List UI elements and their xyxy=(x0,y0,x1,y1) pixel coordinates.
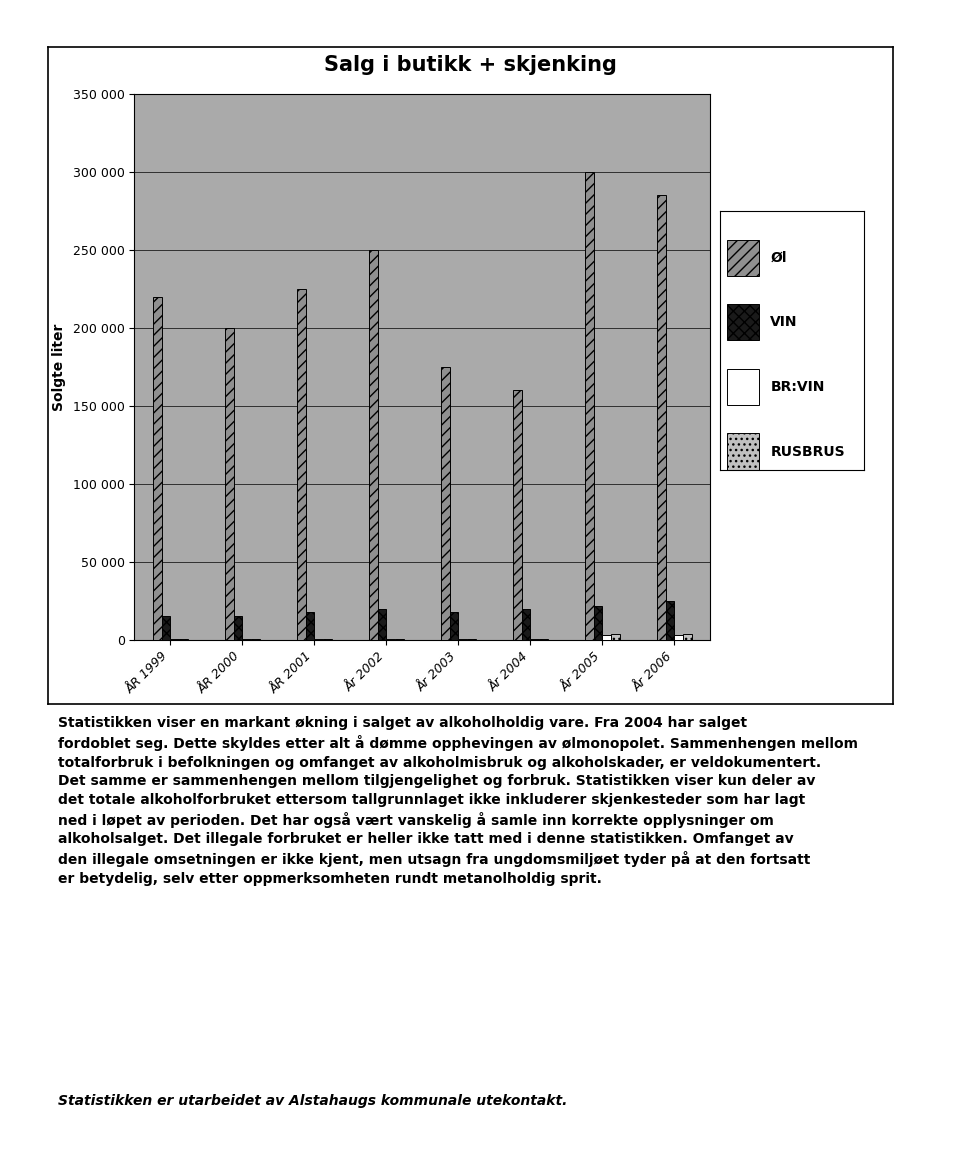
Bar xyxy=(522,608,531,640)
Bar xyxy=(234,616,242,640)
Text: RUSBRUS: RUSBRUS xyxy=(770,445,845,459)
Bar xyxy=(442,366,449,640)
FancyBboxPatch shape xyxy=(728,369,758,405)
Bar xyxy=(674,635,683,640)
Bar xyxy=(593,606,603,640)
Bar xyxy=(377,608,386,640)
Bar xyxy=(298,289,305,640)
Y-axis label: Solgte liter: Solgte liter xyxy=(52,323,66,411)
Text: Statistikken viser en markant økning i salget av alkoholholdig vare. Fra 2004 ha: Statistikken viser en markant økning i s… xyxy=(58,716,857,885)
FancyBboxPatch shape xyxy=(728,304,758,340)
FancyBboxPatch shape xyxy=(728,239,758,276)
Bar xyxy=(603,635,611,640)
Text: Salg i butikk + skjenking: Salg i butikk + skjenking xyxy=(324,54,617,75)
Bar xyxy=(657,195,666,640)
Bar xyxy=(586,171,593,640)
Bar xyxy=(305,612,314,640)
Bar xyxy=(154,297,161,640)
Bar xyxy=(666,601,675,640)
Bar xyxy=(513,390,522,640)
Text: Øl: Øl xyxy=(770,251,787,265)
Bar xyxy=(369,250,377,640)
Text: VIN: VIN xyxy=(770,316,798,330)
Text: BR:VIN: BR:VIN xyxy=(770,380,825,394)
Bar xyxy=(161,616,170,640)
Bar xyxy=(611,634,620,640)
Bar xyxy=(683,634,691,640)
Bar xyxy=(225,328,234,640)
Bar xyxy=(449,612,459,640)
FancyBboxPatch shape xyxy=(728,433,758,470)
Text: Statistikken er utarbeidet av Alstahaugs kommunale utekontakt.: Statistikken er utarbeidet av Alstahaugs… xyxy=(58,1094,567,1108)
